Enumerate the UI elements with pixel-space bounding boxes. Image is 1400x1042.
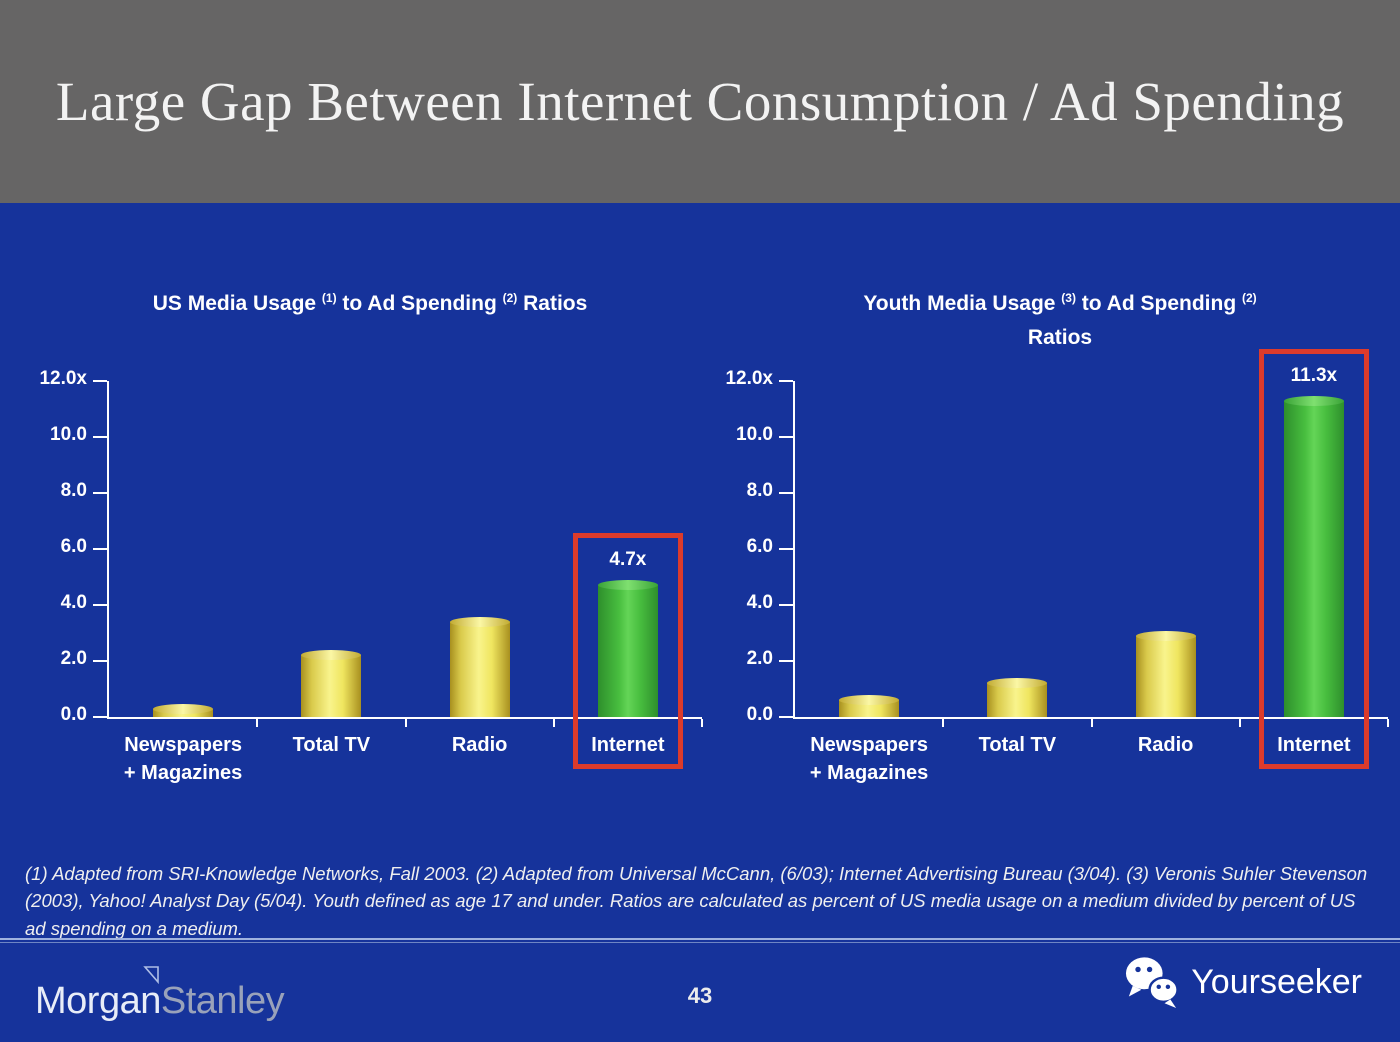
footnote: (1) Adapted from SRI-Knowledge Networks,… [25, 863, 1368, 939]
y-axis-tick [779, 436, 793, 438]
x-axis-label-newspapers: Newspapers + Magazines [123, 734, 243, 784]
highlight-rectangle [572, 533, 683, 769]
y-axis-label: 2.0 [60, 648, 87, 669]
x-axis-tick [1090, 719, 1093, 727]
page-number: 43 [687, 983, 713, 1008]
y-axis-tick [93, 716, 107, 718]
y-axis-tick [93, 380, 107, 382]
yourseeker-brand: Yourseeker [1123, 955, 1362, 1009]
x-axis-label-internet: Internet [1277, 734, 1351, 756]
highlight-rectangle [1258, 348, 1369, 769]
y-axis-tick [779, 548, 793, 550]
y-axis-label: 10.0 [50, 424, 87, 445]
y-axis-tick [779, 604, 793, 606]
bar-value-label: 11.3x [1290, 364, 1338, 386]
divider-line-shadow [0, 942, 1400, 943]
bar-radio [1135, 630, 1196, 717]
morgan-stanley-flag-icon [143, 966, 159, 984]
y-axis-label: 8.0 [60, 480, 87, 501]
y-axis-tick [93, 436, 107, 438]
y-axis-tick [93, 604, 107, 606]
chart-us-media-usage: US Media Usage (1) to Ad Spending (2) Ra… [30, 283, 710, 813]
y-axis-label: 6.0 [746, 536, 773, 557]
y-axis-label: 2.0 [746, 648, 773, 669]
wechat-icon [1126, 957, 1180, 1009]
x-axis-tick [256, 719, 259, 727]
bar-internet [597, 580, 658, 717]
x-axis-label-radio: Radio [1137, 734, 1194, 756]
y-axis-label: 8.0 [746, 480, 773, 501]
x-axis-tick [552, 719, 555, 727]
y-axis-tick [93, 548, 107, 550]
plot-area: 12.0x 10.0 8.0 6.0 4.0 2.0 0.0 Newspapers + Mag… [725, 348, 1389, 784]
x-axis-tick [1238, 719, 1241, 727]
x-axis-label-total-tv: Total TV [978, 734, 1057, 756]
brand-part-stanley: Stanley [160, 980, 285, 1022]
bar-total-tv [987, 678, 1048, 717]
y-axis-tick [779, 380, 793, 382]
bar-newspapers [153, 703, 214, 717]
y-axis-label: 12.0x [39, 368, 87, 389]
bar-radio [449, 616, 510, 717]
y-axis-tick [93, 660, 107, 662]
x-axis-tick [942, 719, 945, 727]
x-axis-label-newspapers: Newspapers + Magazines [809, 734, 929, 784]
brand-part-morgan: Morgan [35, 980, 161, 1022]
plot-area: 12.0x 10.0 8.0 6.0 4.0 2.0 0.0 Newspapers + Mag… [39, 368, 703, 784]
bar-value-label: 4.7x [609, 549, 647, 571]
y-axis-label: 10.0 [736, 424, 773, 445]
y-axis-label: 0.0 [60, 704, 87, 725]
x-axis-tick [1387, 719, 1389, 727]
y-axis-label: 0.0 [746, 704, 773, 725]
y-axis-label: 4.0 [746, 592, 773, 613]
bar-newspapers [839, 695, 900, 717]
slide-title: Large Gap Between Internet Consumption /… [55, 71, 1345, 132]
x-axis-tick [701, 719, 703, 727]
chart-youth-media-usage: Youth Media Usage (3) to Ad Spending (2)… [720, 283, 1400, 813]
x-axis-label-radio: Radio [451, 734, 508, 756]
y-axis-label: 12.0x [725, 368, 773, 389]
bar-total-tv [301, 650, 362, 717]
chart-title: US Media Usage (1) to Ad Spending (2) Ra… [152, 291, 588, 315]
x-axis-tick [404, 719, 407, 727]
x-axis-label-internet: Internet [591, 734, 665, 756]
morgan-stanley-logo: MorganStanley [35, 966, 285, 1023]
yourseeker-label: Yourseeker [1191, 962, 1362, 1001]
x-axis-label-total-tv: Total TV [292, 734, 371, 756]
y-axis-tick [779, 716, 793, 718]
y-axis-tick [779, 660, 793, 662]
y-axis-tick [779, 492, 793, 494]
y-axis-tick [93, 492, 107, 494]
y-axis-label: 6.0 [60, 536, 87, 557]
chart-title: Youth Media Usage (3) to Ad Spending (2)… [863, 291, 1257, 350]
bar-internet [1283, 395, 1344, 717]
y-axis-label: 4.0 [60, 592, 87, 613]
slide-header: Large Gap Between Internet Consumption /… [0, 0, 1400, 203]
divider-line [0, 938, 1400, 940]
